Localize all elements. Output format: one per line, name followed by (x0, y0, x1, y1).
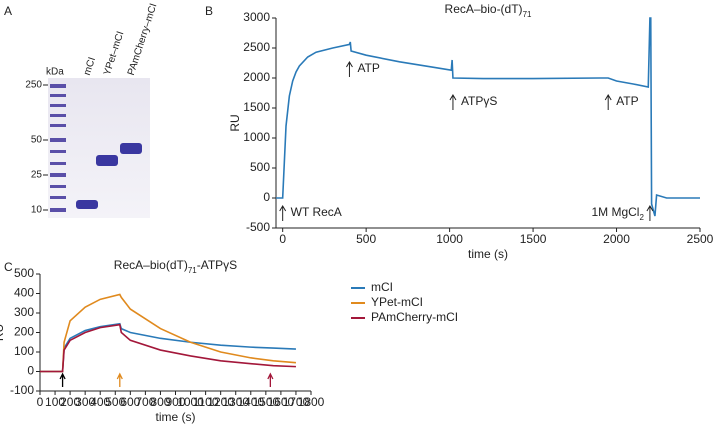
y-tick-label: 1500 (243, 100, 270, 114)
lane-label: YPet–mCI (102, 30, 127, 77)
legend-label: YPet-mCI (371, 295, 423, 309)
x-axis-label: time (s) (468, 247, 508, 261)
annotation-part: 1M MgCl (591, 205, 639, 219)
x-tick-label: 700 (135, 395, 155, 409)
x-tick-label: 2500 (687, 232, 714, 246)
chart-title: RecA–bio-(dT)71 (445, 2, 532, 18)
chart-title-part: 71 (523, 10, 532, 19)
x-tick-label: 400 (90, 395, 110, 409)
annotation-part: 2 (639, 213, 644, 222)
y-tick-label: 3000 (243, 10, 270, 24)
marker-label: 50 (31, 135, 43, 146)
x-tick-label: 1200 (207, 395, 234, 409)
annotation-arrow (59, 372, 66, 387)
annotation-arrow (267, 372, 274, 387)
y-tick-label: 0 (27, 364, 34, 378)
annotation-arrow (279, 205, 287, 221)
x-tick-label: 900 (165, 395, 185, 409)
marker-label: 250 (25, 80, 42, 91)
y-tick-label: 0 (263, 190, 270, 204)
x-tick-label: 1300 (222, 395, 249, 409)
x-tick-label: 0 (37, 395, 44, 409)
x-tick-label: 1800 (298, 395, 325, 409)
chart-title-part: RecA–bio-(dT) (445, 2, 523, 16)
y-tick-label: 1000 (243, 130, 270, 144)
panel-letter: C (4, 260, 13, 274)
x-axis-label: time (s) (156, 410, 196, 424)
chart-title-part: 71 (188, 266, 197, 275)
chart-title: RecA–bio(dT)71-ATPγS (114, 258, 237, 274)
annotation: WT RecA (291, 205, 342, 219)
panel-letter: B (205, 4, 213, 18)
band (120, 143, 142, 154)
marker-label: 10 (31, 205, 43, 216)
x-tick-label: 600 (120, 395, 140, 409)
x-tick-label: 0 (279, 232, 286, 246)
x-tick-label: 300 (75, 395, 95, 409)
data-line (40, 323, 296, 373)
band (76, 200, 98, 209)
marker-label: 25 (31, 170, 43, 181)
legend-label: mCI (371, 280, 393, 294)
x-tick-label: 1500 (520, 232, 547, 246)
y-axis-label: RU (228, 114, 242, 131)
kda-label: kDa (46, 67, 64, 78)
x-tick-label: 1000 (436, 232, 463, 246)
data-line (40, 293, 297, 373)
y-tick-label: 500 (14, 266, 34, 280)
x-tick-label: 1700 (283, 395, 310, 409)
annotation-part: ATP (357, 61, 379, 75)
annotation: 1M MgCl2 (591, 205, 644, 221)
x-tick-label: 1500 (252, 395, 279, 409)
annotation-arrow (449, 94, 457, 110)
x-tick-label: 1400 (237, 395, 264, 409)
x-tick-label: 1600 (268, 395, 295, 409)
panel-letter: A (4, 4, 12, 18)
annotation-arrow (116, 372, 123, 387)
band (96, 155, 118, 166)
x-tick-label: 200 (60, 395, 80, 409)
x-tick-label: 100 (45, 395, 65, 409)
x-tick-label: 2000 (603, 232, 630, 246)
lane-label: mCI (82, 56, 98, 77)
y-axis-label: RU (0, 324, 6, 341)
annotation-arrow (604, 94, 612, 110)
x-tick-label: 500 (105, 395, 125, 409)
y-tick-label: 2500 (243, 40, 270, 54)
chart-title-part: RecA–bio(dT) (114, 258, 188, 272)
annotation-part: ATP (616, 94, 638, 108)
x-tick-label: 1000 (177, 395, 204, 409)
chart-title-part: -ATPγS (197, 258, 237, 272)
y-tick-label: 400 (14, 286, 34, 300)
y-tick-label: 200 (14, 325, 34, 339)
x-tick-label: 500 (356, 232, 376, 246)
legend-label: PAmCherry-mCI (371, 310, 458, 324)
annotation-arrow (346, 61, 353, 77)
y-tick-label: 300 (14, 305, 34, 319)
lane-label: PAmCherry–mCI (126, 2, 160, 77)
data-line (276, 17, 700, 217)
y-tick-label: 500 (250, 160, 270, 174)
y-tick-label: -100 (10, 383, 34, 397)
y-tick-label: -500 (246, 220, 270, 234)
x-tick-label: 800 (150, 395, 170, 409)
annotation-part: WT RecA (291, 205, 342, 219)
annotation: ATP (616, 94, 638, 108)
annotation: ATPγS (461, 94, 497, 108)
annotation: ATP (357, 61, 379, 75)
y-tick-label: 100 (14, 344, 34, 358)
annotation-part: ATPγS (461, 94, 497, 108)
annotation-arrow (646, 205, 654, 221)
ladder (50, 84, 66, 212)
x-tick-label: 1100 (193, 395, 219, 409)
y-tick-label: 2000 (243, 70, 270, 84)
